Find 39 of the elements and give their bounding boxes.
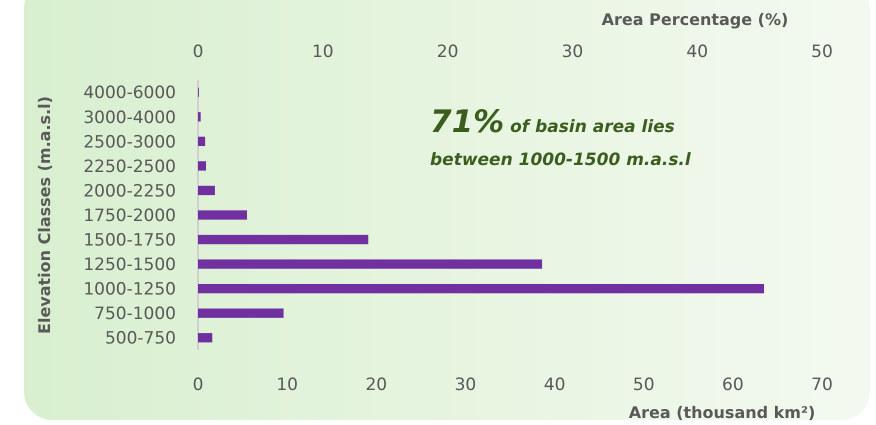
x2-tick-label: 50 — [811, 42, 833, 62]
x2-tick-label: 10 — [312, 42, 334, 62]
bar — [198, 210, 248, 220]
x2-tick-label: 0 — [192, 42, 204, 62]
y-tick-label: 1500-1750 — [83, 230, 176, 250]
x2-tick-label: 20 — [436, 42, 458, 62]
bar — [198, 234, 368, 244]
annotation: 71% of basin area lies between 1000-1500 m.a.s.l — [430, 104, 692, 170]
y-tick-label: 2250-2500 — [83, 156, 176, 177]
bar — [198, 333, 212, 342]
x-tick-label: 40 — [544, 375, 566, 395]
bar — [198, 284, 764, 294]
y-axis-title: Elevation Classes (m.a.s.l) — [35, 96, 54, 334]
x-tick-label: 50 — [632, 375, 655, 395]
y-tick-label: 3000-4000 — [83, 108, 176, 128]
y-tick-label: 2000-2250 — [83, 181, 176, 202]
y-tick-label: 750-1000 — [94, 304, 176, 324]
bar — [198, 186, 215, 196]
bar — [198, 112, 201, 122]
x-tick-label: 10 — [276, 375, 298, 395]
x-tick-label: 70 — [811, 375, 833, 395]
x-tick-label: 0 — [192, 375, 204, 395]
x-tick-label: 30 — [454, 375, 476, 395]
x-axis-title: Area (thousand km²) — [628, 403, 816, 422]
bar — [198, 308, 284, 318]
y-tick-label: 4000-6000 — [83, 83, 176, 104]
x-tick-label: 20 — [365, 375, 388, 395]
y-tick-label: 1750-2000 — [83, 206, 176, 226]
y-tick-label: 1000-1250 — [83, 280, 176, 300]
bar — [198, 259, 542, 269]
y-tick-label: 500-750 — [104, 328, 176, 349]
x2-axis-title: Area Percentage (%) — [602, 10, 788, 29]
bar — [198, 136, 206, 146]
x-tick-label: 60 — [722, 375, 744, 395]
bar — [198, 161, 206, 171]
y-tick-label: 2500-3000 — [83, 132, 176, 152]
x2-tick-label: 30 — [562, 42, 584, 62]
y-tick-label: 1250-1500 — [83, 255, 176, 276]
x2-tick-label: 40 — [686, 42, 708, 62]
